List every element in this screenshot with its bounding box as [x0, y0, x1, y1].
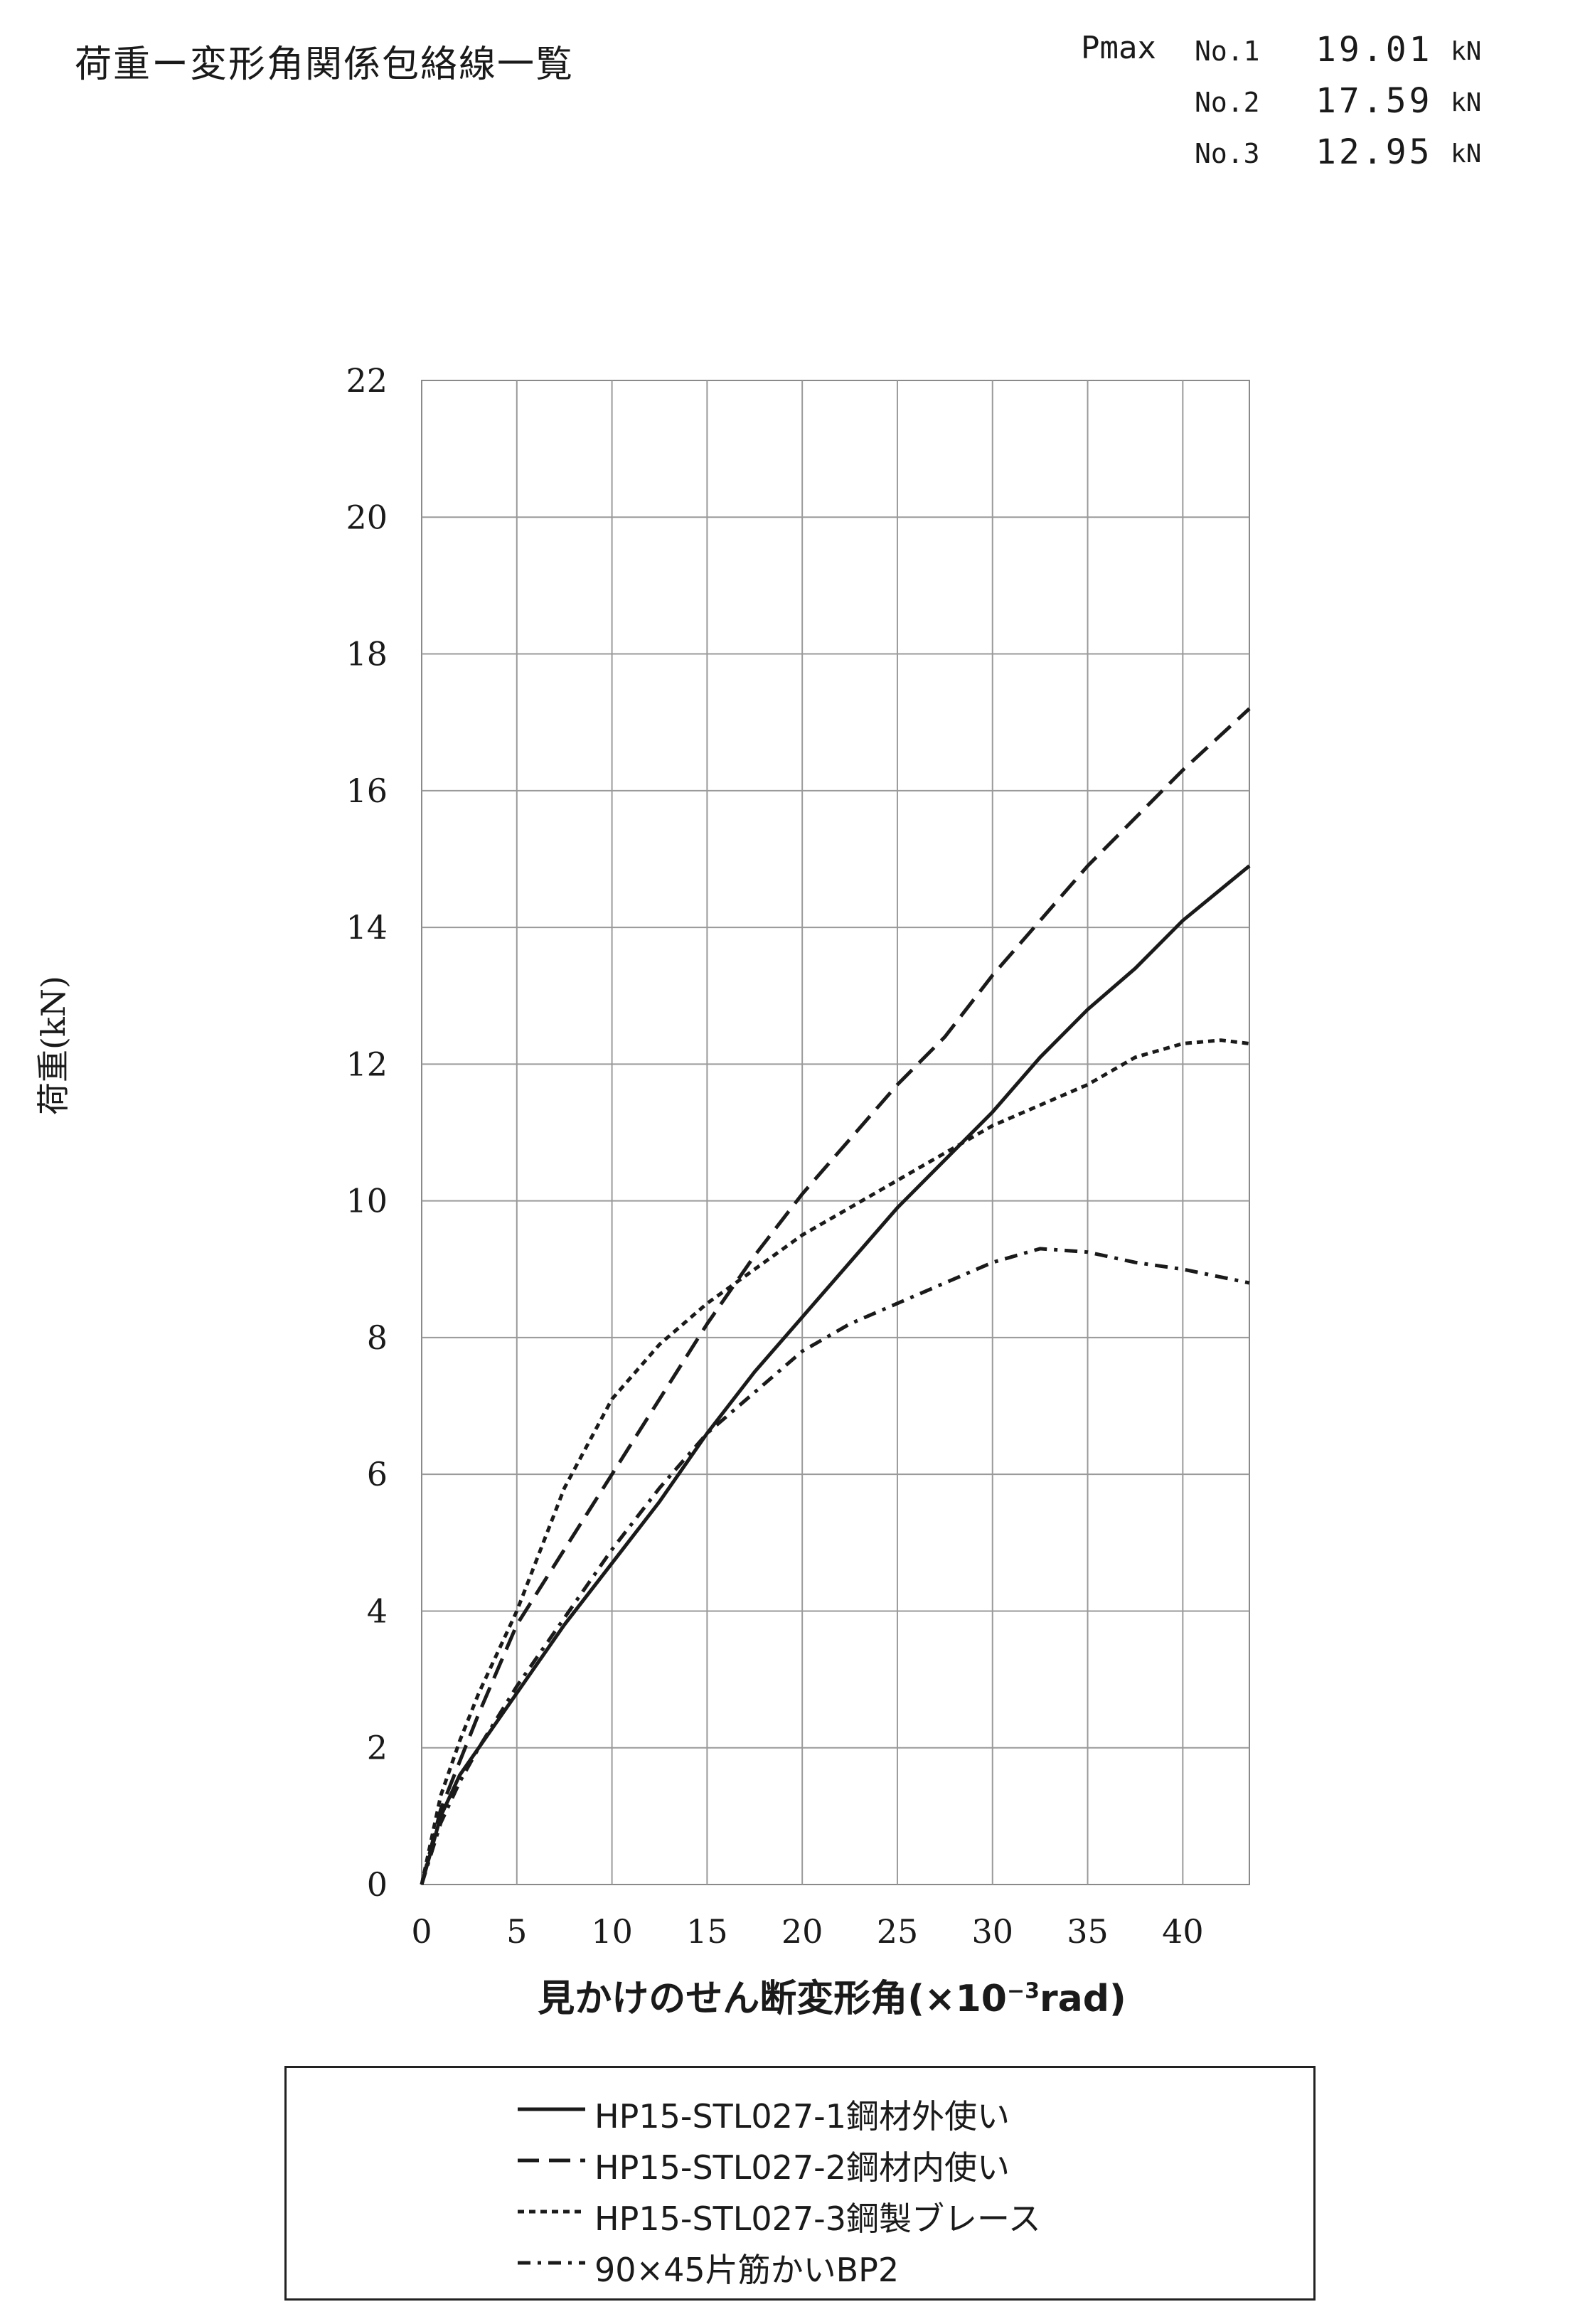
x-tick-label: 35	[1067, 1912, 1109, 1951]
series-line-dotted	[420, 1038, 1250, 1885]
x-axis-label-exponent: −3	[1006, 1978, 1040, 2004]
pmax-row: No.3 12.95 kN	[1081, 132, 1536, 183]
plot-frame	[421, 380, 1250, 1885]
y-tick-label: 16	[346, 772, 388, 810]
x-tick-label: 40	[1162, 1912, 1204, 1951]
pmax-row: Pmax No.1 19.01 kN	[1081, 30, 1536, 81]
x-tick-label: 25	[877, 1912, 919, 1951]
legend-label: HP15-STL027-1鋼材外使い	[594, 2097, 1010, 2136]
y-tick-label: 14	[346, 908, 388, 947]
pmax-value: 12.95	[1316, 132, 1433, 172]
y-tick-label: 10	[346, 1182, 388, 1220]
series-line-dashdot	[420, 1247, 1250, 1885]
chart-ticks: 0 5 10 15 20 25 30 35 40 0 2 4 6 8 10 12 14 16 18 20 22	[346, 361, 1203, 1951]
legend-label: 90×45片筋かいBP2	[594, 2251, 900, 2289]
pmax-value: 19.01	[1316, 30, 1433, 70]
series-line-dashed	[420, 707, 1251, 1885]
y-tick-label: 22	[346, 361, 388, 400]
y-tick-label: 8	[367, 1318, 388, 1357]
x-tick-label: 0	[411, 1912, 432, 1951]
x-tick-label: 10	[591, 1912, 633, 1951]
y-tick-label: 20	[346, 498, 388, 536]
load-deformation-chart: 0 5 10 15 20 25 30 35 40 0 2 4 6 8 10 12 14 16 18 20 22	[346, 361, 1251, 1951]
y-tick-label: 6	[367, 1455, 388, 1493]
legend-label: HP15-STL027-2鋼材内使い	[594, 2148, 1010, 2187]
x-tick-label: 30	[971, 1912, 1013, 1951]
pmax-no: No.3	[1195, 138, 1260, 169]
x-axis-label: 見かけのせん断変形角(×10−3rad)	[538, 1968, 1126, 2022]
pmax-label: Pmax	[1081, 30, 1156, 66]
chart-grid	[421, 380, 1250, 1885]
pmax-value: 17.59	[1316, 81, 1433, 121]
y-tick-label: 12	[346, 1045, 388, 1083]
y-axis-label: 荷重(kN)	[34, 975, 73, 1116]
x-tick-label: 20	[781, 1912, 823, 1951]
legend-label: HP15-STL027-3鋼製ブレース	[594, 2200, 1041, 2238]
pmax-table: Pmax No.1 19.01 kN No.2 17.59 kN No.3 12…	[1081, 30, 1536, 183]
pmax-no: No.1	[1195, 36, 1260, 67]
pmax-row: No.2 17.59 kN	[1081, 81, 1536, 132]
pmax-unit: kN	[1451, 139, 1482, 169]
page-title: 荷重ー変形角関係包絡線一覧	[75, 43, 575, 86]
chart-series	[420, 707, 1251, 1885]
x-tick-label: 5	[506, 1912, 527, 1951]
pmax-no: No.2	[1195, 87, 1260, 118]
x-axis-label-unit: rad)	[1039, 1978, 1126, 2020]
y-tick-label: 4	[367, 1592, 388, 1630]
pmax-unit: kN	[1451, 88, 1482, 117]
series-line-solid	[420, 864, 1251, 1885]
x-tick-label: 15	[686, 1912, 728, 1951]
chart-legend: HP15-STL027-1鋼材外使い HP15-STL027-2鋼材内使い HP…	[284, 2066, 1316, 2301]
pmax-unit: kN	[1451, 37, 1482, 66]
y-tick-label: 18	[346, 635, 388, 673]
y-tick-label: 0	[367, 1865, 388, 1904]
x-axis-label-main: 見かけのせん断変形角(×10	[538, 1978, 1007, 2020]
y-tick-label: 2	[367, 1729, 388, 1767]
